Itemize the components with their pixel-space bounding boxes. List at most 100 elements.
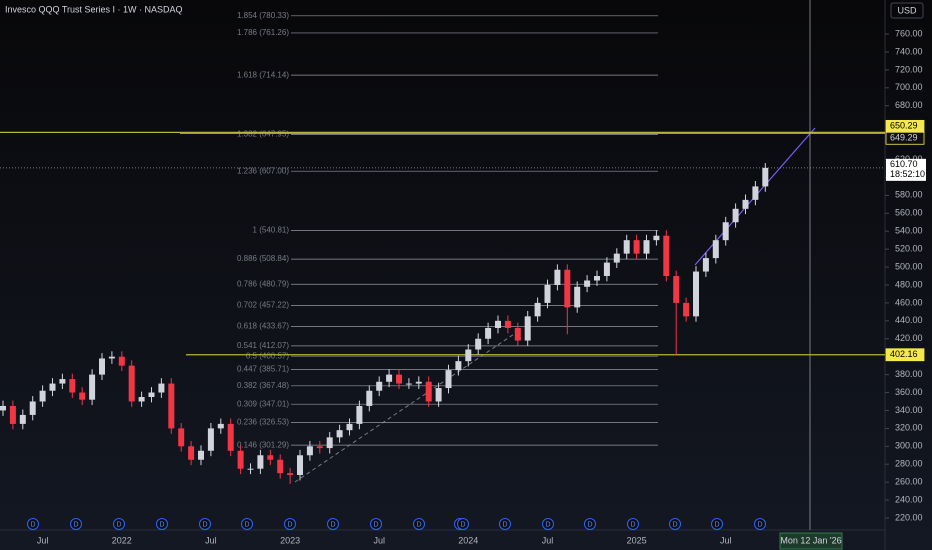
candle-body <box>564 269 571 308</box>
fib-label: 1 (540.81) <box>253 226 290 235</box>
dividend-label: D <box>73 521 78 528</box>
fib-label: 0.786 (480.79) <box>237 279 289 288</box>
x-tick-label: Jul <box>720 535 732 545</box>
candle-body <box>702 258 709 272</box>
current-price: 610.70 <box>890 159 918 169</box>
y-tick-label: 280.00 <box>895 459 923 469</box>
candle-body <box>673 276 680 303</box>
dividend-label: D <box>460 521 465 528</box>
dividend-marker <box>156 518 168 530</box>
candle-body <box>683 302 690 317</box>
dividend-label: D <box>545 521 550 528</box>
dividend-marker <box>113 518 125 530</box>
y-tick-label: 500.00 <box>895 261 923 271</box>
dividend-marker <box>542 518 554 530</box>
dividend-label: D <box>714 521 719 528</box>
y-tick-label: 260.00 <box>895 477 923 487</box>
candle-body <box>29 401 36 415</box>
dividend-label: D <box>502 521 507 528</box>
candle-body <box>207 428 214 451</box>
y-tick-label: 760.00 <box>895 28 923 38</box>
candle-body <box>693 271 699 317</box>
candle-body <box>148 392 155 398</box>
y-tick-label: 440.00 <box>895 315 923 325</box>
candle-body <box>79 392 86 400</box>
candle-body <box>425 381 432 402</box>
y-tick-label: 700.00 <box>895 82 923 92</box>
y-tick-label: 480.00 <box>895 279 923 289</box>
candle-body <box>534 302 541 317</box>
fib-label: 0.541 (412.07) <box>237 341 289 350</box>
dividend-marker <box>370 518 382 530</box>
candle-body <box>504 320 511 329</box>
currency[interactable]: USD <box>897 5 917 15</box>
candle-body <box>485 328 492 339</box>
y-tick-label: 720.00 <box>895 64 923 74</box>
x-tick-label: 2022 <box>112 535 132 545</box>
fib-label: 0.382 (367.48) <box>237 381 289 390</box>
candle-body <box>732 208 739 223</box>
candle-body <box>0 405 6 411</box>
candle-body <box>594 276 600 281</box>
candle-body <box>366 390 373 406</box>
candle-body <box>99 358 105 375</box>
price-label-box <box>885 131 925 145</box>
dividend-marker <box>457 518 469 530</box>
dividend-marker <box>327 518 339 530</box>
fib-label: 1.786 (761.26) <box>237 28 289 37</box>
candle-body <box>762 167 769 187</box>
dividend-marker <box>584 518 596 530</box>
candle-body <box>168 383 175 429</box>
fib-label: 0.236 (326.53) <box>237 418 289 427</box>
candle-body <box>584 280 591 287</box>
fib-label: 0.618 (433.67) <box>237 322 289 331</box>
y-tick-label: 520.00 <box>895 244 923 254</box>
y-tick-label: 680.00 <box>895 100 923 110</box>
candle-body <box>396 374 402 384</box>
x-tick-label: 2024 <box>458 535 478 545</box>
candle-body <box>514 328 521 341</box>
y-tick-label: 340.00 <box>895 405 923 415</box>
candle-body <box>217 423 224 429</box>
y-tick-label: 560.00 <box>895 208 923 218</box>
candle-body <box>633 240 640 254</box>
x-tick-label: Jul <box>205 535 217 545</box>
candle-body <box>465 349 472 362</box>
fib-label: 0.5 (400.57) <box>246 351 289 360</box>
candle-body <box>712 240 719 259</box>
price-label: 402.16 <box>890 349 918 359</box>
dividend-marker <box>499 518 511 530</box>
candle-body <box>663 235 670 277</box>
dividend-label: D <box>330 521 335 528</box>
y-tick-label: 420.00 <box>895 333 923 343</box>
cursor-date: Mon 12 Jan '26 <box>780 535 841 545</box>
y-tick-label: 380.00 <box>895 369 923 379</box>
candle-body <box>623 240 630 254</box>
candle-body <box>405 383 412 385</box>
dividend-marker <box>199 518 211 530</box>
price-label: 650.29 <box>890 121 918 131</box>
candle-body <box>455 361 462 371</box>
candle-body <box>306 446 313 456</box>
chart-title: Invesco QQQ Trust Series I · 1W · NASDAQ <box>5 4 183 14</box>
candle-body <box>198 450 204 460</box>
candle-body <box>495 320 501 329</box>
candle-body <box>49 383 56 391</box>
candle-body <box>178 428 185 447</box>
x-tick-label: 2025 <box>627 535 647 545</box>
candle-body <box>267 455 274 460</box>
candle-body <box>336 430 343 438</box>
candle-body <box>297 455 303 475</box>
dividend-marker <box>70 518 82 530</box>
currency-box[interactable] <box>890 2 924 19</box>
candle-body <box>356 405 363 424</box>
candle-body <box>415 381 422 384</box>
dividend-label: D <box>672 521 677 528</box>
candle-body <box>326 437 333 449</box>
y-tick-label: 360.00 <box>895 387 923 397</box>
dividend-marker <box>627 518 639 530</box>
candle-body <box>247 468 254 470</box>
